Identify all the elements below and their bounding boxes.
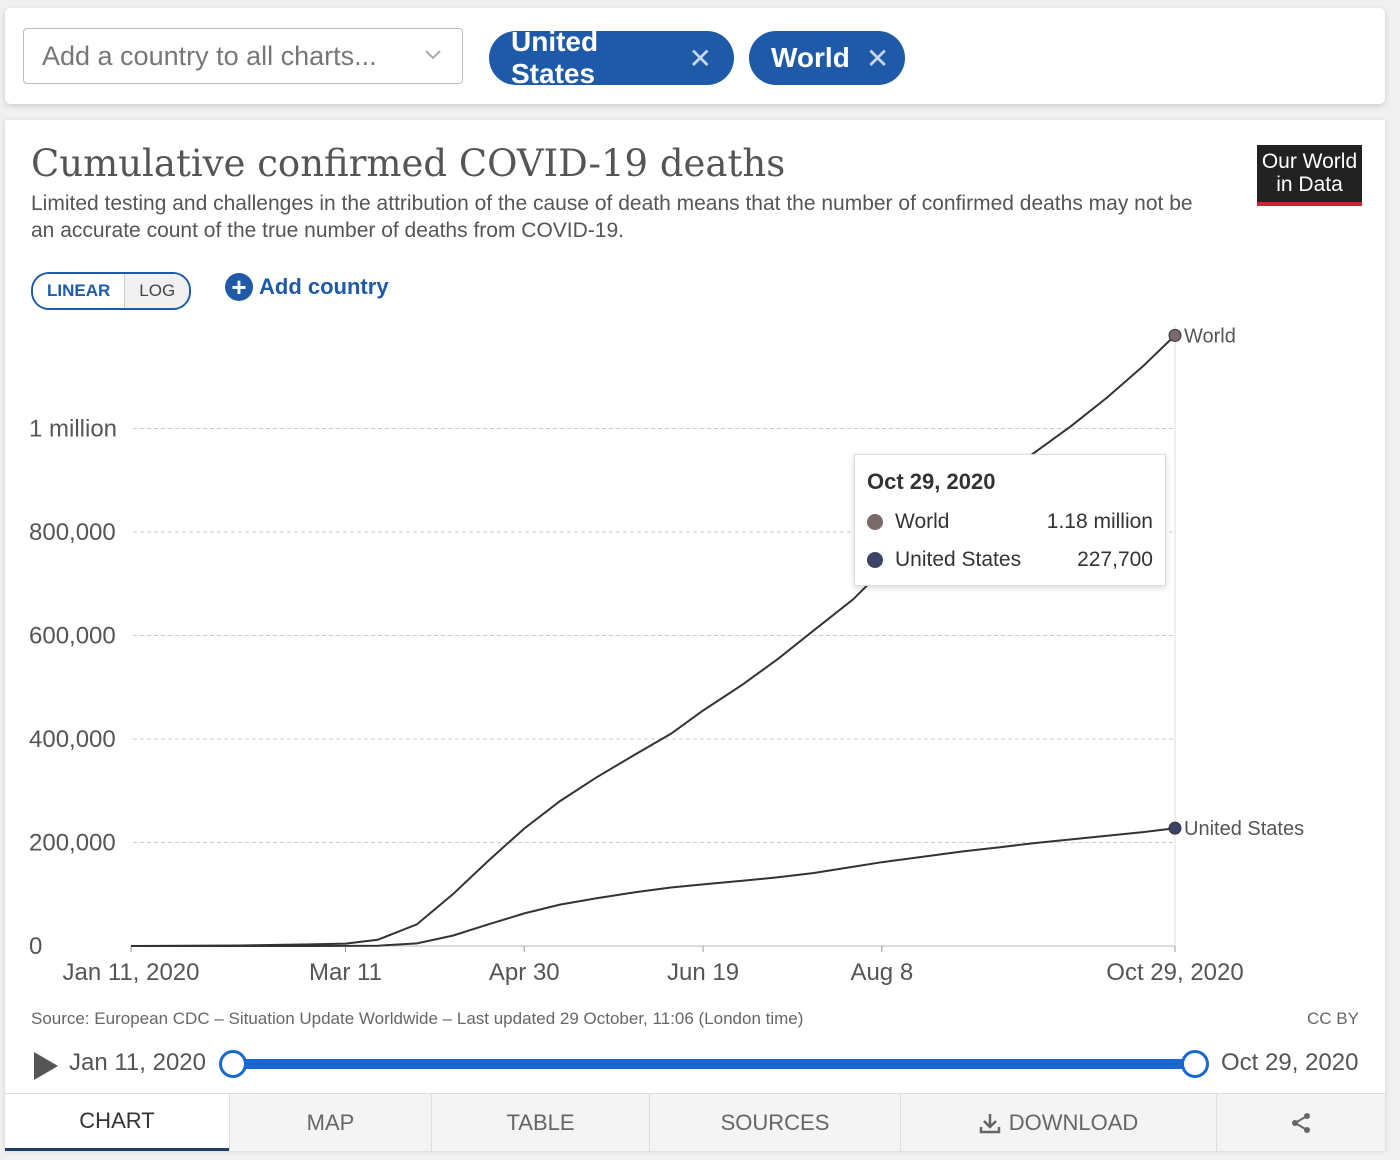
series-end-label: United States [1184, 818, 1304, 840]
x-tick-label: Aug 8 [850, 959, 913, 986]
tooltip-row-world: World 1.18 million [867, 503, 1153, 541]
world-dot-icon [867, 514, 883, 530]
add-country-label: Add country [259, 274, 389, 299]
tooltip-name: World [895, 510, 950, 533]
chip-label: World [771, 42, 850, 73]
x-tick-label: Jan 11, 2020 [62, 959, 199, 986]
line-chart: 0 200,000 400,000 600,000 800,000 1 million Ja… [29, 325, 1304, 986]
remove-world-icon[interactable]: ✕ [865, 42, 890, 74]
logo-line-2: in Data [1276, 173, 1343, 196]
chart-card: Cumulative confirmed COVID-19 deaths Lim… [5, 120, 1385, 1151]
y-tick-label: 1 million [29, 416, 117, 443]
tooltip-row-us: United States 227,700 [867, 541, 1153, 579]
x-tick-label: Mar 11 [309, 959, 382, 986]
tooltip-name: United States [895, 548, 1022, 571]
y-tick-label: 400,000 [29, 726, 116, 753]
tab-bar: CHART MAP TABLE SOURCES DOWNLOAD [5, 1093, 1385, 1151]
series-line-united-states [131, 827, 1176, 947]
scale-toggle: LINEAR LOG [31, 272, 192, 310]
series-end-marker [1168, 821, 1182, 835]
play-icon[interactable] [34, 1052, 58, 1080]
country-selector-bar: Add a country to all charts... United St… [5, 8, 1385, 104]
y-tick-label: 600,000 [29, 623, 116, 650]
owid-logo[interactable]: Our World in Data [1257, 145, 1362, 206]
tooltip-value: 1.18 million [1046, 510, 1153, 533]
tab-chart[interactable]: CHART [5, 1094, 229, 1151]
us-dot-icon [867, 552, 883, 568]
license-link[interactable]: CC BY [1307, 1009, 1359, 1028]
remove-united-states-icon[interactable]: ✕ [688, 42, 712, 74]
chart-tooltip: Oct 29, 2020 World 1.18 million United S… [854, 454, 1166, 586]
series-line-world [130, 334, 1176, 947]
series-end-marker [1168, 328, 1182, 342]
chip-label: United States [511, 26, 599, 89]
download-label: DOWNLOAD [1008, 1109, 1139, 1135]
chip-world: World ✕ [749, 31, 905, 85]
add-country-dropdown[interactable]: Add a country to all charts... [23, 28, 463, 84]
chevron-down-icon [425, 50, 441, 60]
tooltip-date: Oct 29, 2020 [867, 469, 996, 494]
add-country-placeholder: Add a country to all charts... [42, 40, 377, 71]
x-tick-label: Oct 29, 2020 [1106, 959, 1243, 986]
series-end-label: World [1184, 325, 1236, 347]
tooltip-value: 227,700 [1077, 548, 1153, 571]
add-country-button[interactable]: + Add country [225, 273, 389, 301]
chart-title: Cumulative confirmed COVID-19 deaths [31, 142, 786, 185]
tab-download[interactable]: DOWNLOAD [900, 1094, 1216, 1151]
logo-line-1: Our World [1261, 150, 1358, 173]
chip-united-states: United States ✕ [489, 26, 734, 89]
tab-table[interactable]: TABLE [431, 1094, 649, 1151]
source-note[interactable]: Source: European CDC – Situation Update … [31, 1009, 804, 1028]
share-icon [1292, 1112, 1310, 1133]
y-tick-label: 0 [29, 933, 42, 960]
x-tick-label: Jun 19 [667, 959, 739, 986]
y-tick-label: 200,000 [29, 830, 116, 857]
timeline: Jan 11, 2020 Oct 29, 2020 [5, 1045, 1385, 1085]
x-tick-label: Apr 30 [489, 959, 560, 986]
timeline-track[interactable] [233, 1059, 1195, 1069]
timeline-start-handle[interactable] [219, 1050, 247, 1078]
timeline-end-label: Oct 29, 2020 [1221, 1049, 1359, 1076]
tab-sources[interactable]: SOURCES [649, 1094, 900, 1151]
tab-map[interactable]: MAP [229, 1094, 431, 1151]
download-icon [979, 1113, 1000, 1133]
plus-circle-icon: + [225, 273, 253, 301]
log-scale-button[interactable]: LOG [125, 274, 190, 308]
tab-share[interactable] [1216, 1094, 1385, 1151]
linear-scale-button[interactable]: LINEAR [33, 274, 126, 308]
timeline-start-label: Jan 11, 2020 [69, 1049, 207, 1076]
chart-subtitle: Limited testing and challenges in the at… [31, 192, 1193, 242]
timeline-end-handle[interactable] [1181, 1050, 1209, 1078]
y-tick-label: 800,000 [29, 519, 116, 546]
